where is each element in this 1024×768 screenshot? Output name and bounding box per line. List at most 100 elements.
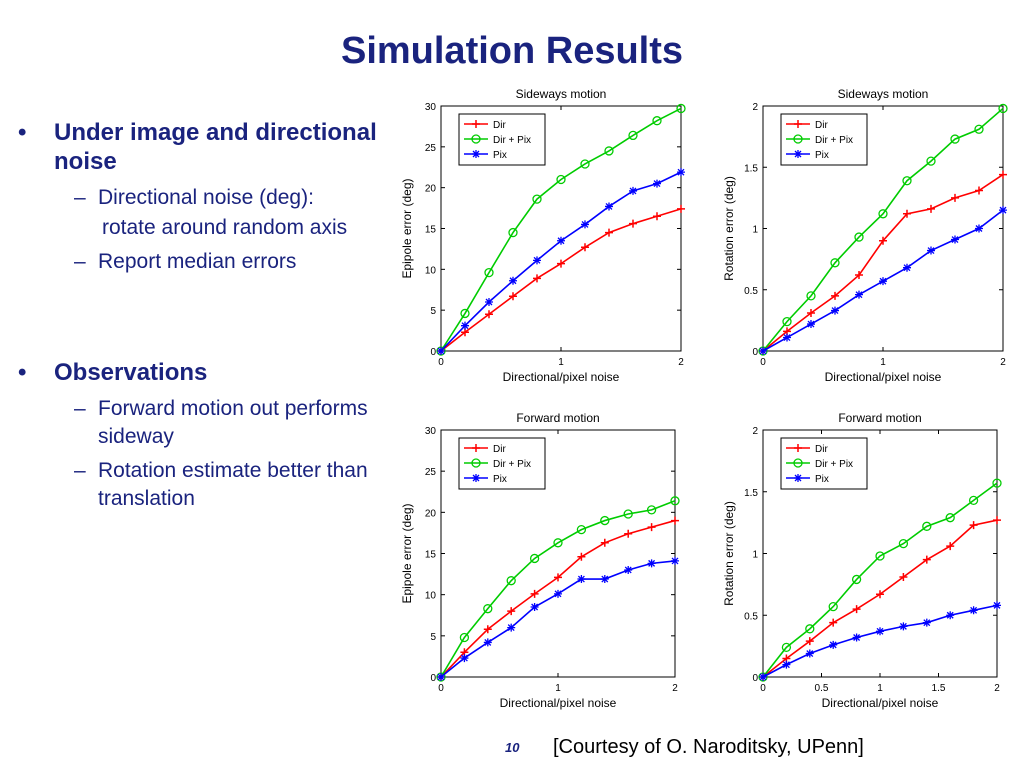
data-point bbox=[624, 565, 633, 574]
y-tick-label: 1.5 bbox=[744, 163, 758, 174]
chart-title: Sideways motion bbox=[838, 87, 929, 101]
data-point bbox=[898, 538, 909, 549]
data-point bbox=[902, 176, 912, 186]
sub-bullet-forward-motion: – Forward motion out performs sideway bbox=[18, 395, 388, 451]
data-point bbox=[922, 521, 932, 531]
legend-label: Dir bbox=[493, 120, 506, 131]
data-point bbox=[600, 515, 610, 526]
chart-sideways-rotation: 0 0.5 1 1.5 2 0 1 2 Sideways motion Directional/p… bbox=[715, 80, 1024, 390]
series-line bbox=[762, 482, 998, 678]
legend-marker bbox=[472, 120, 480, 128]
data-point bbox=[532, 194, 542, 204]
page-number: 10 bbox=[505, 740, 520, 755]
data-point bbox=[677, 204, 685, 213]
data-point bbox=[879, 277, 887, 286]
data-point bbox=[927, 246, 935, 255]
data-point bbox=[876, 627, 884, 636]
legend-label: Dir bbox=[815, 444, 828, 455]
y-tick-label: 2 bbox=[752, 102, 758, 113]
legend-marker bbox=[472, 444, 480, 452]
data-point bbox=[855, 290, 863, 299]
data-point bbox=[557, 236, 565, 245]
data-point bbox=[509, 276, 517, 285]
data-point bbox=[647, 559, 656, 568]
data-point bbox=[805, 637, 814, 646]
legend-label: Dir + Pix bbox=[493, 135, 531, 146]
data-point bbox=[580, 159, 590, 169]
data-point bbox=[876, 590, 884, 599]
data-point bbox=[831, 291, 839, 300]
data-point bbox=[999, 206, 1007, 215]
data-point bbox=[557, 259, 565, 268]
data-point bbox=[507, 607, 516, 616]
chart-title: Forward motion bbox=[838, 411, 921, 425]
data-point bbox=[946, 542, 955, 551]
data-point bbox=[851, 574, 862, 585]
data-point bbox=[855, 271, 863, 280]
y-tick-label: 30 bbox=[425, 102, 437, 113]
y-tick-label: 25 bbox=[425, 467, 437, 478]
x-tick-label: 0.5 bbox=[815, 683, 829, 694]
x-tick-label: 1 bbox=[880, 357, 886, 368]
data-point bbox=[509, 292, 517, 301]
legend-label: Dir + Pix bbox=[815, 459, 853, 470]
legend-marker bbox=[471, 134, 481, 144]
legend-label: Pix bbox=[815, 474, 829, 485]
data-point bbox=[671, 556, 679, 565]
data-point bbox=[624, 529, 633, 538]
data-point bbox=[576, 524, 587, 535]
y-tick-label: 0 bbox=[430, 347, 436, 358]
y-tick-label: 0 bbox=[430, 673, 436, 684]
data-point bbox=[922, 555, 931, 564]
chart-forward-rotation: 0 0.5 1 1.5 2 0 0.5 1 1.5 2 Forward motion Directio… bbox=[715, 402, 1024, 720]
data-point bbox=[485, 298, 493, 306]
data-point bbox=[975, 186, 983, 195]
legend-marker bbox=[794, 150, 802, 158]
chart-sideways-epipole: 0 5 10 15 20 25 30 0 1 2 Sideways motion Directiona… bbox=[395, 80, 705, 390]
data-point bbox=[647, 523, 656, 532]
data-point bbox=[759, 673, 767, 681]
data-point bbox=[484, 267, 494, 278]
y-tick-label: 0.5 bbox=[744, 286, 758, 297]
data-point bbox=[670, 496, 680, 506]
sub-bullet-continuation: rotate around random axis bbox=[18, 214, 388, 242]
sub-bullet-text: Forward motion out performs sideway bbox=[98, 397, 368, 448]
data-point bbox=[805, 624, 815, 634]
y-axis-label: Epipole error (deg) bbox=[400, 178, 414, 278]
bullet-text: Observations bbox=[54, 359, 208, 386]
data-point bbox=[830, 258, 840, 268]
data-point bbox=[629, 219, 637, 228]
y-axis-label: Rotation error (deg) bbox=[722, 176, 736, 281]
y-axis-label: Rotation error (deg) bbox=[722, 501, 736, 606]
data-point bbox=[604, 146, 614, 156]
data-point bbox=[676, 103, 686, 114]
data-point bbox=[483, 625, 492, 634]
legend-label: Dir bbox=[815, 120, 828, 131]
data-point bbox=[998, 103, 1008, 114]
series-line bbox=[440, 107, 682, 352]
data-point bbox=[782, 660, 791, 669]
sub-bullet-text: Directional noise (deg): bbox=[98, 186, 314, 209]
y-tick-label: 0 bbox=[752, 347, 758, 358]
chart-grid: 0 5 10 15 20 25 30 0 1 2 Sideways motion Directiona… bbox=[395, 80, 1024, 720]
data-point bbox=[530, 603, 539, 612]
legend-marker bbox=[794, 444, 802, 452]
data-point bbox=[605, 228, 613, 237]
data-point bbox=[879, 236, 887, 245]
y-tick-label: 0.5 bbox=[744, 611, 758, 622]
data-point bbox=[974, 124, 984, 134]
data-point bbox=[677, 168, 685, 177]
data-point bbox=[926, 156, 936, 166]
slide-title: Simulation Results bbox=[340, 30, 684, 72]
data-point bbox=[671, 516, 679, 525]
data-point bbox=[783, 333, 791, 342]
legend-marker bbox=[472, 150, 480, 158]
data-point bbox=[459, 632, 470, 643]
y-axis-label: Epipole error (deg) bbox=[400, 503, 414, 603]
data-point bbox=[831, 306, 839, 315]
y-tick-label: 25 bbox=[425, 143, 437, 154]
x-tick-label: 1 bbox=[558, 357, 564, 368]
data-point bbox=[922, 618, 931, 627]
x-axis-label: Directional/pixel noise bbox=[825, 370, 942, 384]
data-point bbox=[875, 551, 885, 561]
